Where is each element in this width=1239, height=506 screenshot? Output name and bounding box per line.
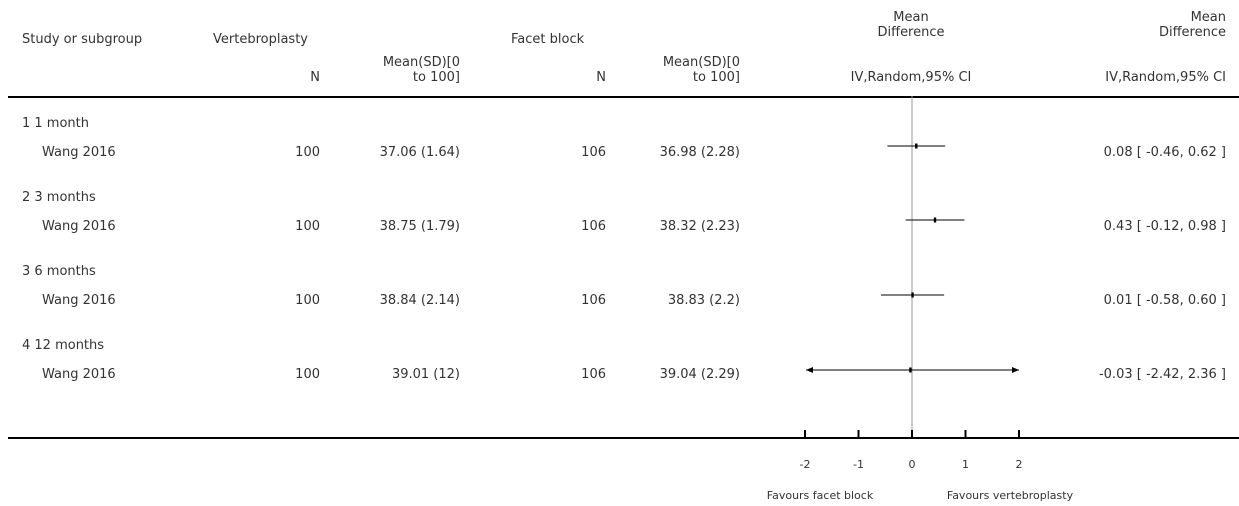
ci-arrow-right-4 <box>1012 367 1019 373</box>
study-n2-2: 106 <box>581 219 606 234</box>
study-meansd1-4: 39.01 (12) <box>391 367 460 382</box>
study-meansd1-3: 38.84 (2.14) <box>379 293 460 308</box>
ci-arrow-left-4 <box>806 367 813 373</box>
header-md-text-method: IV,Random,95% CI <box>1105 70 1226 85</box>
study-n2-1: 106 <box>581 145 606 160</box>
study-n1-4: 100 <box>295 367 320 382</box>
header-mean2-line2: to 100] <box>692 70 740 85</box>
point-estimate-2 <box>933 217 937 223</box>
axis-tick-label-4: 1 <box>962 458 969 471</box>
header-n1: N <box>310 70 320 85</box>
subgroup-label-4: 4 12 months <box>22 338 105 353</box>
study-ci-text-2: 0.43 [ -0.12, 0.98 ] <box>1103 219 1226 234</box>
study-n1-1: 100 <box>295 145 320 160</box>
study-ci-text-1: 0.08 [ -0.46, 0.62 ] <box>1103 145 1226 160</box>
footer-rule <box>8 437 1239 439</box>
study-n2-4: 106 <box>581 367 606 382</box>
study-n1-3: 100 <box>295 293 320 308</box>
axis-tick-label-1: -2 <box>800 458 811 471</box>
study-ci-text-3: 0.01 [ -0.58, 0.60 ] <box>1103 293 1226 308</box>
favours-right-label: Favours vertebroplasty <box>946 489 1074 502</box>
subgroup-label-3: 3 6 months <box>22 264 96 279</box>
header-n2: N <box>596 70 606 85</box>
header-md-text-line2: Difference <box>1158 25 1226 40</box>
axis-tick-label-5: 2 <box>1016 458 1023 471</box>
study-name-1: Wang 2016 <box>42 145 116 160</box>
point-estimate-1 <box>915 143 918 149</box>
study-n1-2: 100 <box>295 219 320 234</box>
header-rule <box>8 96 1239 98</box>
header-mean1-line1: Mean(SD)[0 <box>382 55 460 70</box>
study-meansd1-2: 38.75 (1.79) <box>379 219 460 234</box>
point-estimate-4 <box>909 367 912 373</box>
study-n2-3: 106 <box>581 293 606 308</box>
header-md-plot-line1: Mean <box>893 10 929 25</box>
header-md-plot-method: IV,Random,95% CI <box>850 70 972 85</box>
study-meansd2-1: 36.98 (2.28) <box>659 145 740 160</box>
point-estimate-3 <box>911 292 914 298</box>
header-group2: Facet block <box>511 32 585 47</box>
study-meansd2-4: 39.04 (2.29) <box>659 367 740 382</box>
study-meansd2-2: 38.32 (2.23) <box>659 219 740 234</box>
header-study: Study or subgroup <box>22 32 143 47</box>
subgroup-label-1: 1 1 month <box>22 116 89 131</box>
favours-left-label: Favours facet block <box>766 489 874 502</box>
header-mean1-line2: to 100] <box>412 70 460 85</box>
study-name-3: Wang 2016 <box>42 293 116 308</box>
study-name-2: Wang 2016 <box>42 219 116 234</box>
axis-tick-label-2: -1 <box>853 458 864 471</box>
subgroup-label-2: 2 3 months <box>22 190 96 205</box>
header-mean2-line1: Mean(SD)[0 <box>662 55 740 70</box>
study-meansd1-1: 37.06 (1.64) <box>379 145 460 160</box>
study-ci-text-4: -0.03 [ -2.42, 2.36 ] <box>1098 367 1226 382</box>
study-name-4: Wang 2016 <box>42 367 116 382</box>
study-meansd2-3: 38.83 (2.2) <box>667 293 740 308</box>
axis-tick-label-3: 0 <box>909 458 916 471</box>
header-md-plot-line2: Difference <box>877 25 945 40</box>
header-group1: Vertebroplasty <box>213 32 308 47</box>
header-md-text-line1: Mean <box>1190 10 1226 25</box>
